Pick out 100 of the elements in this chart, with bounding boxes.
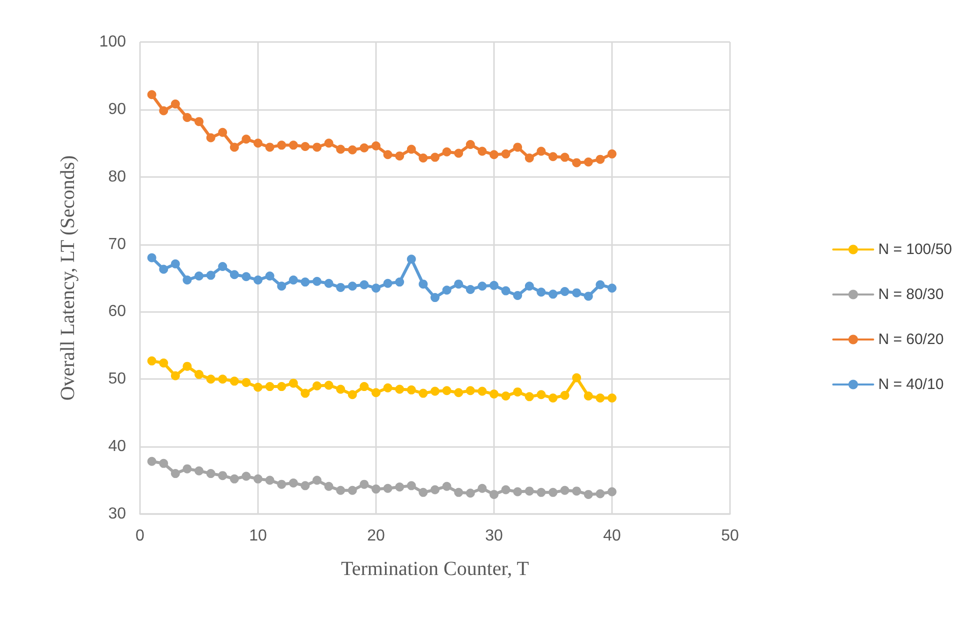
point (288, 378, 298, 388)
point (608, 284, 616, 293)
point (596, 280, 605, 290)
y-tick-label: 60 (108, 303, 126, 320)
point (360, 382, 369, 392)
point (478, 282, 487, 291)
point (572, 373, 582, 382)
point (560, 486, 570, 495)
point (360, 480, 369, 489)
point (372, 284, 380, 293)
point (360, 280, 369, 290)
point (548, 394, 558, 403)
x-axis-title: Termination Counter, T (341, 558, 529, 580)
point (430, 293, 440, 302)
point (159, 264, 168, 274)
point (206, 270, 216, 280)
point (218, 374, 228, 384)
x-tick-label: 20 (367, 528, 385, 544)
point (218, 128, 228, 137)
point (265, 142, 274, 152)
legend-label: N = 100/50 (878, 241, 952, 258)
point (182, 113, 192, 122)
point (312, 381, 322, 390)
point (242, 378, 251, 388)
point (418, 280, 428, 289)
point (406, 385, 416, 394)
x-tick-label: 40 (603, 528, 621, 544)
point (324, 138, 334, 148)
point (466, 140, 475, 149)
point (395, 278, 404, 287)
point (265, 271, 274, 280)
point (170, 469, 180, 478)
x-tick-label: 30 (485, 528, 503, 544)
point (170, 371, 180, 380)
y-tick-label: 80 (108, 168, 126, 186)
point (348, 390, 357, 400)
point (454, 488, 464, 497)
point (548, 290, 558, 299)
point (560, 390, 570, 400)
point (430, 485, 440, 494)
point (254, 474, 262, 484)
point (288, 478, 298, 488)
legend-label: N = 80/30 (878, 286, 944, 303)
point (442, 147, 452, 156)
y-tick-label: 70 (108, 236, 126, 253)
point (454, 148, 464, 158)
point (336, 486, 346, 495)
point (147, 90, 156, 100)
point (466, 284, 475, 294)
point (372, 141, 380, 150)
point (608, 487, 616, 496)
point (182, 464, 192, 474)
point (406, 254, 416, 264)
point (513, 487, 522, 496)
point (218, 262, 228, 272)
point (466, 488, 475, 498)
point (288, 140, 298, 150)
point (230, 376, 239, 386)
point (560, 286, 570, 296)
point (466, 386, 475, 396)
y-tick-label: 30 (108, 506, 126, 522)
point (265, 476, 274, 485)
point (513, 142, 522, 152)
point (300, 481, 310, 490)
y-tick-label: 50 (108, 370, 126, 388)
point (442, 386, 452, 396)
legend-label: N = 60/20 (878, 331, 944, 348)
point (383, 484, 392, 493)
point (360, 143, 369, 152)
point (230, 270, 239, 280)
point (418, 153, 428, 162)
point (608, 149, 616, 158)
point (312, 276, 322, 286)
point (206, 374, 216, 384)
point (490, 150, 498, 160)
point (170, 259, 180, 268)
point (584, 292, 593, 301)
x-tick-label: 50 (721, 528, 739, 544)
point (536, 146, 546, 156)
point (406, 144, 416, 154)
point (490, 389, 498, 398)
point (265, 382, 274, 392)
point (548, 488, 558, 497)
point (218, 471, 228, 480)
point (324, 482, 334, 491)
point (442, 286, 452, 295)
point (336, 144, 346, 154)
point (430, 152, 440, 162)
point (254, 276, 262, 285)
y-tick-label: 100 (99, 34, 126, 50)
point (288, 276, 298, 285)
legend-label: N = 40/10 (878, 376, 944, 393)
point (501, 149, 510, 158)
point (536, 488, 546, 497)
point (194, 370, 204, 379)
point (572, 486, 582, 496)
point (312, 476, 322, 485)
point (372, 484, 380, 494)
point (242, 134, 251, 144)
point (548, 152, 558, 162)
